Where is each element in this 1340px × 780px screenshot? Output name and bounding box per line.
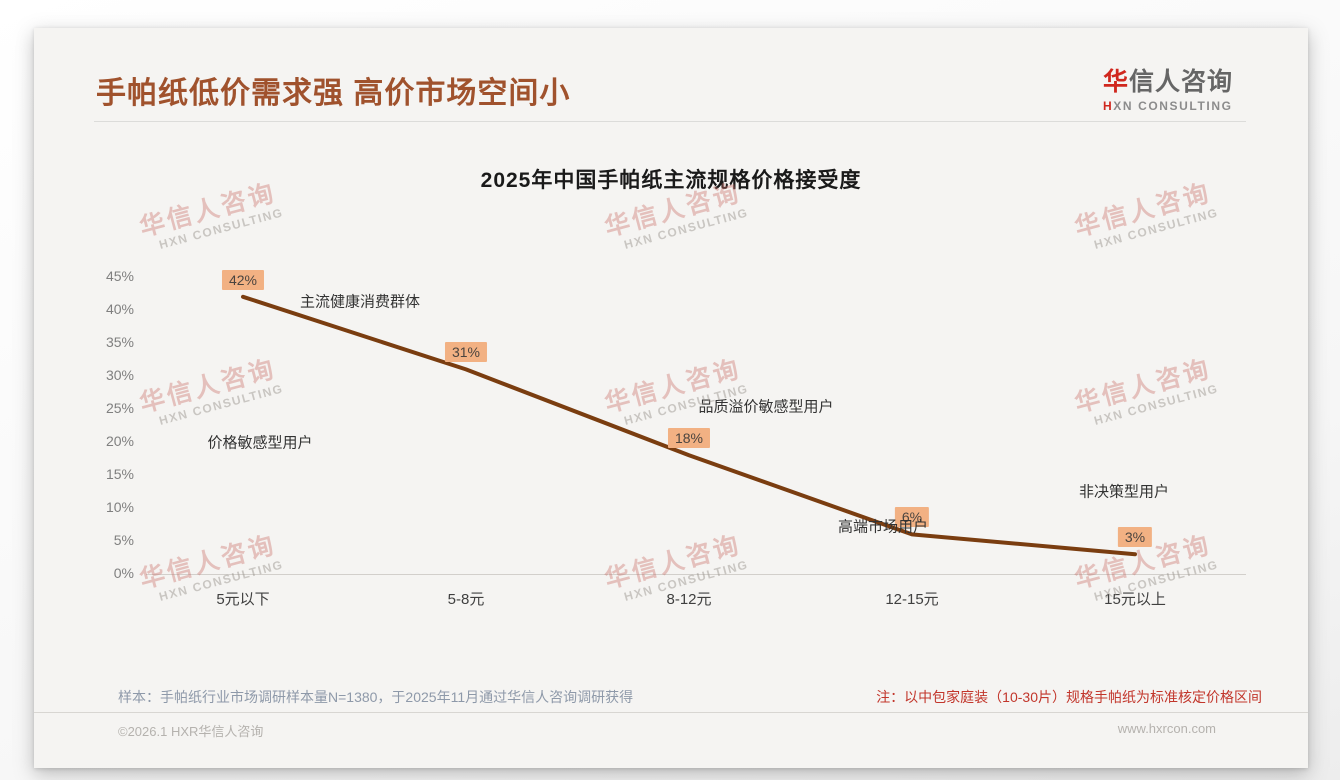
chart-annotation: 高端市场用户 (837, 518, 929, 536)
logo-cn-rest: 信人咨询 (1129, 68, 1234, 96)
logo-en-text: HXN CONSULTING (1103, 99, 1263, 113)
y-tick-label: 25% (105, 400, 134, 416)
data-point-label: 6% (894, 507, 930, 528)
chart-annotation: 品质溢价敏感型用户 (698, 398, 834, 416)
x-axis-line (146, 574, 1246, 575)
y-tick-label: 45% (105, 268, 134, 284)
data-point-label: 18% (667, 428, 711, 449)
data-point-label: 31% (444, 342, 488, 363)
website-url: www.hxrcon.com (1117, 721, 1216, 736)
x-tick-label: 5-8元 (447, 591, 485, 608)
slide-card: 手帕纸低价需求强 高价市场空间小 华信人咨询 HXN CONSULTING 20… (34, 28, 1308, 768)
x-tick-label: 5元以下 (216, 591, 270, 608)
logo-en-rest: XN CONSULTING (1113, 99, 1233, 113)
price-note: 注：以中包家庭装（10-30片）规格手帕纸为标准核定价格区间 (876, 689, 1262, 705)
chart-annotation: 主流健康消费群体 (299, 293, 421, 311)
x-tick-label: 15元以上 (1104, 591, 1166, 608)
y-tick-label: 15% (105, 466, 134, 482)
y-tick-label: 10% (105, 499, 134, 515)
trend-line-svg (241, 294, 1137, 557)
y-tick-label: 40% (105, 301, 134, 317)
y-tick-label: 20% (105, 433, 134, 449)
x-tick-label: 12-15元 (885, 591, 939, 608)
logo-cn-first: 华 (1103, 68, 1130, 96)
company-logo: 华信人咨询 HXN CONSULTING (1103, 62, 1263, 113)
chart-title: 2025年中国手帕纸主流规格价格接受度 (480, 169, 862, 192)
header-divider (94, 121, 1246, 122)
trend-line (241, 294, 1137, 557)
x-tick-label: 8-12元 (666, 591, 712, 608)
chart-annotation: 非决策型用户 (1078, 483, 1170, 501)
chart-annotation: 价格敏感型用户 (207, 434, 313, 452)
y-tick-label: 0% (113, 565, 134, 581)
sample-note: 样本：手帕纸行业市场调研样本量N=1380，于2025年11月通过华信人咨询调研… (118, 689, 634, 705)
y-tick-label: 30% (105, 367, 134, 383)
logo-en-first: H (1103, 99, 1114, 113)
y-tick-label: 5% (113, 532, 134, 548)
line-chart: 0% 5% 10% 15% 20% 25% 30% 35% 40% 45% 5元以下 5-8元 8-12… (34, 28, 1308, 768)
copyright-text: ©2026.1 HXR华信人咨询 (118, 724, 264, 739)
logo-cn-text: 华信人咨询 (1103, 62, 1263, 98)
page-title: 手帕纸低价需求强 高价市场空间小 (96, 77, 571, 110)
footer-divider (34, 712, 1308, 713)
y-tick-label: 35% (105, 334, 134, 350)
data-point-label: 42% (221, 269, 265, 290)
data-point-label: 3% (1117, 527, 1153, 548)
